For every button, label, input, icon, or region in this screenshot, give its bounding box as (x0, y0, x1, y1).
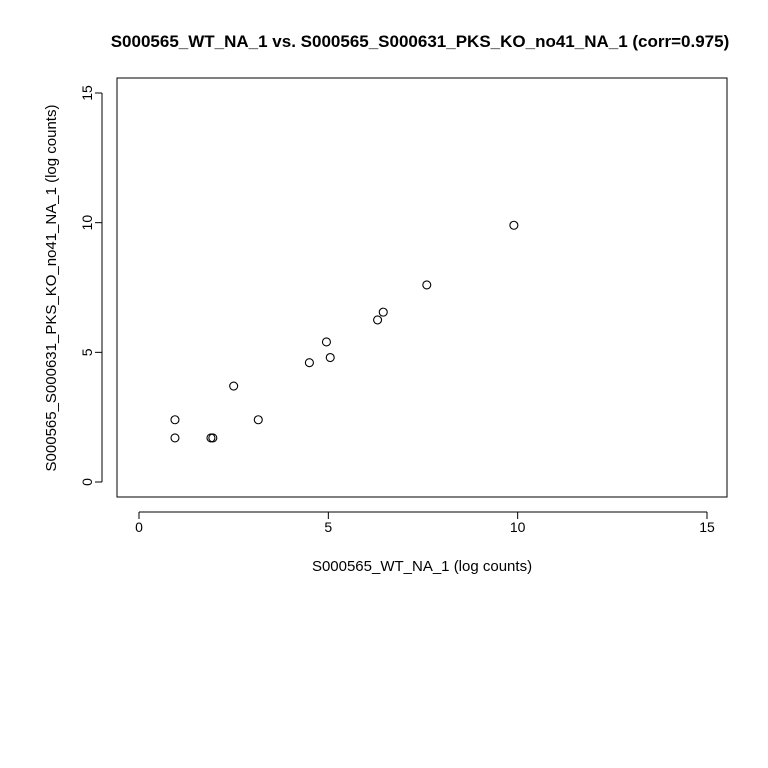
y-tick-label: 5 (79, 348, 95, 356)
x-tick-label: 0 (135, 519, 143, 535)
data-point (373, 315, 383, 325)
data-point (253, 415, 263, 425)
chart-title: S000565_WT_NA_1 vs. S000565_S000631_PKS_… (111, 32, 730, 51)
data-point (378, 307, 388, 317)
x-axis-label: S000565_WT_NA_1 (log counts) (312, 558, 532, 575)
data-point (170, 415, 180, 425)
data-point (325, 352, 335, 363)
y-axis-label: S000565_S000631_PKS_KO_no41_NA_1 (log co… (43, 105, 60, 472)
x-tick-label: 10 (510, 519, 526, 535)
x-axis: 0 5 10 15 (135, 511, 715, 535)
data-point (321, 337, 331, 347)
data-point (229, 381, 239, 391)
y-tick-label: 10 (79, 215, 95, 231)
plot-frame (116, 77, 728, 498)
data-point (170, 433, 180, 443)
y-tick-label: 15 (79, 85, 95, 101)
y-axis: 0 5 10 15 (79, 85, 103, 486)
x-tick-label: 15 (699, 519, 715, 535)
x-tick-label: 5 (324, 519, 332, 535)
data-point (304, 358, 314, 368)
points-layer (170, 220, 519, 443)
y-tick-label: 0 (79, 478, 95, 486)
data-point (422, 280, 432, 290)
data-point (208, 433, 218, 443)
data-point (509, 220, 519, 230)
